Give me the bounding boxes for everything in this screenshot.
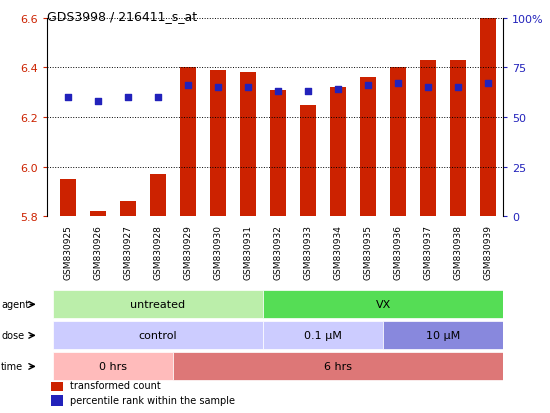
Bar	[450, 61, 466, 217]
Text: 10 μM: 10 μM	[426, 330, 460, 341]
Point	[63, 95, 72, 101]
Bar	[59, 180, 76, 217]
Point	[94, 99, 102, 105]
Text: 6 hrs: 6 hrs	[324, 361, 352, 372]
Bar	[90, 212, 106, 217]
Text: agent: agent	[1, 299, 29, 310]
Point	[273, 89, 282, 95]
Bar	[51, 380, 63, 391]
Point	[394, 81, 403, 87]
Text: GDS3998 / 216411_s_at: GDS3998 / 216411_s_at	[47, 10, 197, 23]
Text: untreated: untreated	[130, 299, 185, 310]
Bar	[263, 322, 383, 349]
Bar	[210, 71, 226, 217]
Bar	[119, 202, 136, 217]
Bar	[180, 68, 196, 217]
Bar	[53, 353, 173, 380]
Bar	[420, 61, 437, 217]
Text: VX: VX	[376, 299, 390, 310]
Point	[244, 85, 252, 91]
Text: 0.1 μM: 0.1 μM	[304, 330, 342, 341]
Text: time: time	[1, 361, 23, 372]
Bar	[300, 105, 316, 217]
Bar	[150, 175, 166, 217]
Bar	[383, 322, 503, 349]
Bar	[480, 19, 497, 217]
Bar	[360, 78, 376, 217]
Point	[213, 85, 222, 91]
Point	[484, 81, 493, 87]
Point	[454, 85, 463, 91]
Bar	[390, 68, 406, 217]
Bar	[53, 291, 263, 318]
Bar	[173, 353, 503, 380]
Point	[424, 85, 432, 91]
Point	[304, 89, 312, 95]
Bar	[330, 88, 346, 217]
Point	[123, 95, 132, 101]
Text: 0 hrs: 0 hrs	[99, 361, 127, 372]
Point	[334, 87, 343, 93]
Text: dose: dose	[1, 330, 24, 341]
Text: control: control	[139, 330, 177, 341]
Bar	[240, 73, 256, 217]
Text: percentile rank within the sample: percentile rank within the sample	[69, 395, 234, 405]
Bar	[270, 90, 286, 217]
Point	[184, 83, 192, 89]
Text: transformed count: transformed count	[69, 380, 161, 390]
Point	[153, 95, 162, 101]
Bar	[263, 291, 503, 318]
Bar	[53, 322, 263, 349]
Point	[364, 83, 372, 89]
Bar	[51, 395, 63, 406]
